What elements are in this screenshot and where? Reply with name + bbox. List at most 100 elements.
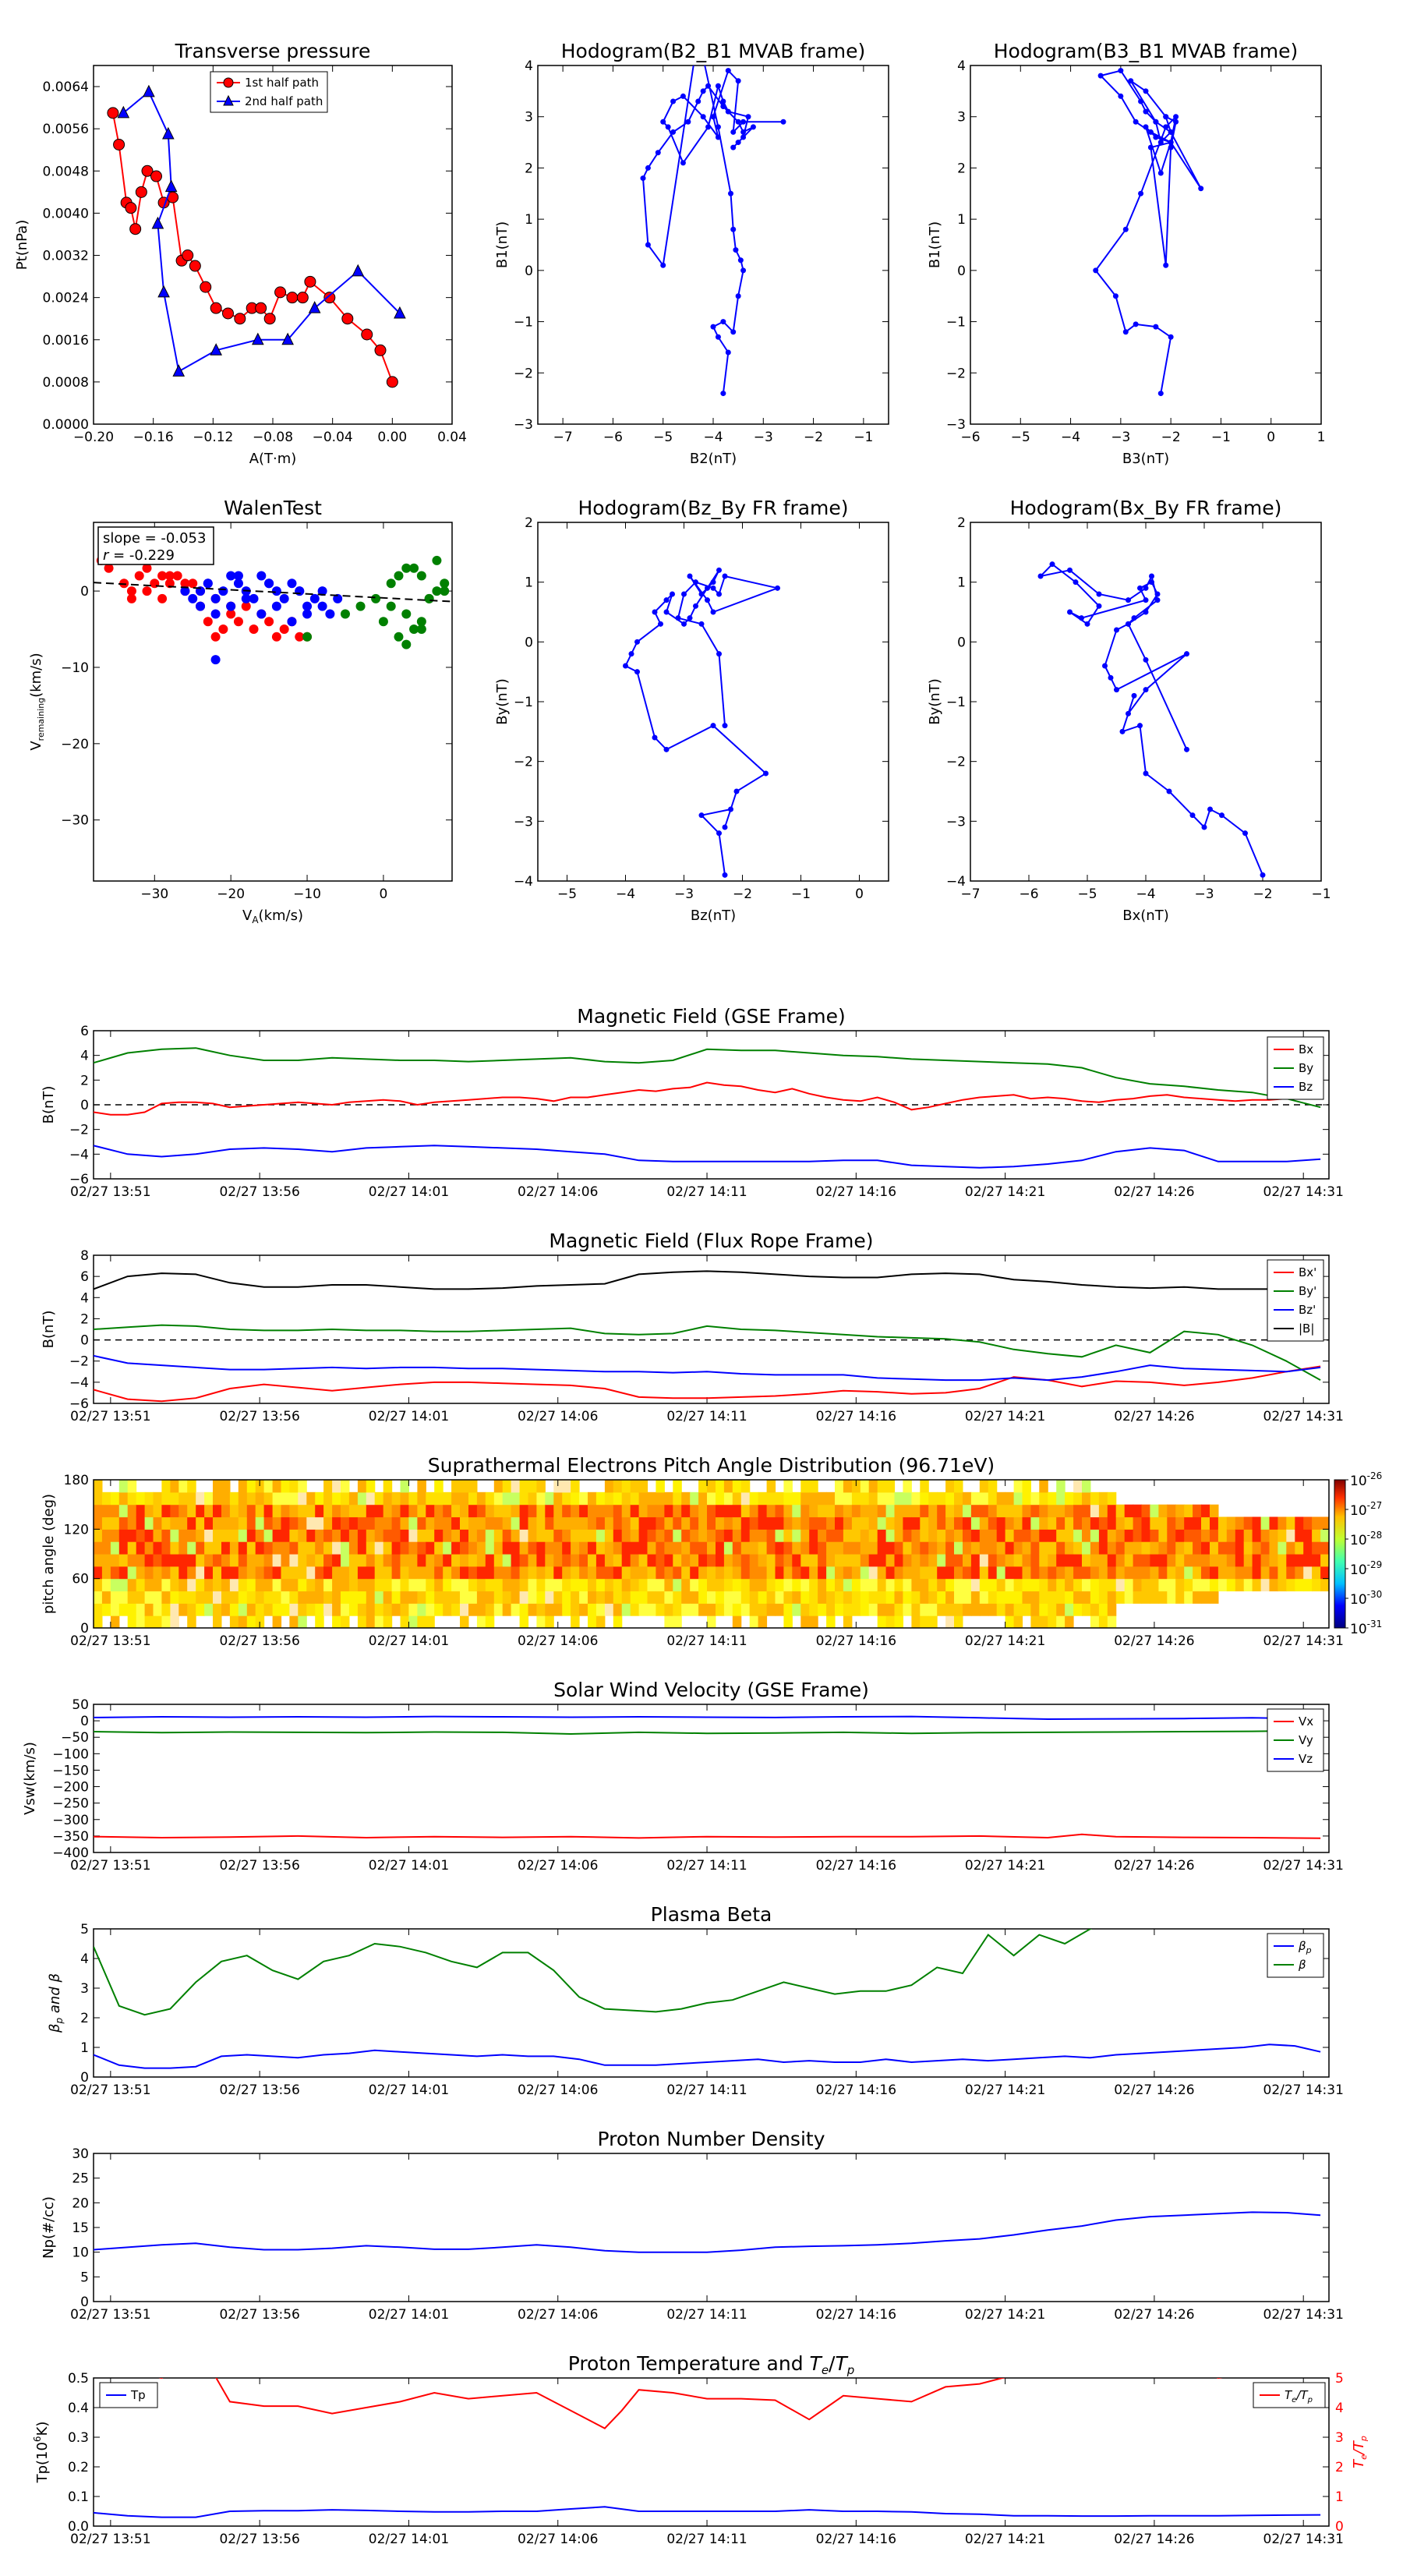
pad-heatmap-cell (1022, 1554, 1031, 1567)
pad-heatmap-cell (1150, 1516, 1159, 1530)
pad-heatmap-cell (1005, 1516, 1015, 1530)
pad-heatmap-cell (1098, 1516, 1108, 1530)
mf-series-line-2 (94, 1145, 1321, 1169)
pt-point (281, 332, 294, 345)
pad-heatmap-cell (1082, 1529, 1091, 1542)
pt-point (113, 138, 125, 150)
pad-heatmap-cell (204, 1591, 214, 1604)
wt-xtick-label: 0 (380, 886, 388, 902)
pt-ytick-label: 0.0064 (43, 80, 89, 95)
pad-heatmap-cell (681, 1504, 691, 1518)
pad-heatmap-cell (408, 1504, 418, 1518)
pt-point (143, 84, 155, 97)
mf-series-line-0 (94, 1081, 1321, 1116)
pad-heatmap-cell (1022, 1491, 1031, 1506)
h1-point (737, 257, 744, 264)
pad-heatmap-cell (673, 1591, 682, 1604)
h4-point (1126, 597, 1131, 603)
pad-heatmap-cell (357, 1516, 367, 1530)
pad-heatmap-cell (937, 1529, 946, 1542)
pad-heatmap-cell (792, 1504, 801, 1518)
pad-heatmap-cell (1252, 1578, 1262, 1592)
h2-point (1168, 144, 1174, 150)
pad-heatmap-cell (963, 1603, 972, 1616)
h2-title: Hodogram(B3_B1 MVAB frame) (994, 40, 1299, 62)
h3-xtick-label: −2 (733, 886, 752, 902)
pad-heatmap-cell (945, 1603, 955, 1616)
pt-point (252, 332, 264, 345)
pad-heatmap-cell (400, 1615, 409, 1628)
pad-heatmap-cell (493, 1578, 504, 1592)
pad-heatmap-cell (1048, 1603, 1057, 1616)
pad-heatmap-cell (545, 1615, 554, 1628)
pad-heatmap-cell (485, 1541, 495, 1555)
pad-heatmap-cell (630, 1529, 640, 1542)
pt-point (323, 292, 336, 304)
pad-heatmap-cell (1005, 1615, 1015, 1628)
pad-heatmap-cell (1090, 1491, 1100, 1506)
pad-heatmap-cell (348, 1516, 359, 1530)
pt-xtick-label: −0.16 (133, 430, 174, 445)
pad-heatmap-cell (826, 1529, 836, 1542)
pad-heatmap-cell (1022, 1603, 1031, 1616)
pad-heatmap-cell (341, 1591, 350, 1604)
pad-heatmap-cell (1022, 1566, 1031, 1580)
pad-heatmap-cell (289, 1529, 299, 1542)
h2-xtick-label: −5 (1011, 430, 1030, 445)
pad-heatmap-cell (783, 1591, 793, 1604)
pad-heatmap-cell (553, 1504, 563, 1518)
pad-heatmap-cell (894, 1578, 903, 1592)
h3-point (716, 651, 722, 657)
h4-point (1067, 609, 1073, 615)
wt-point (157, 593, 168, 603)
pad-heatmap-cell (118, 1516, 129, 1530)
h2-point (1163, 124, 1169, 130)
pad-heatmap-cell (187, 1566, 196, 1580)
pad-heatmap-cell (476, 1566, 486, 1580)
pad-heatmap-cell (630, 1491, 640, 1506)
pad-heatmap-cell (374, 1529, 384, 1542)
pad-heatmap-cell (716, 1480, 725, 1493)
wt-xtick-label: −20 (217, 886, 245, 902)
pad-heatmap-cell (630, 1566, 640, 1580)
pad-heatmap-cell (1217, 1578, 1228, 1592)
pt-point (296, 292, 309, 304)
h3-point (663, 609, 670, 615)
pad-heatmap-cell (749, 1554, 759, 1567)
pad-heatmap-cell (1286, 1529, 1295, 1542)
pad-heatmap-cell (1133, 1504, 1143, 1518)
pad-heatmap-cell (843, 1504, 853, 1518)
h1-point (728, 190, 733, 196)
pad-heatmap-cell (1048, 1566, 1057, 1580)
pad-heatmap-cell (979, 1591, 989, 1604)
pad-heatmap-cell (341, 1491, 350, 1506)
pad-heatmap-cell (263, 1578, 274, 1592)
pad-heatmap-cell (928, 1491, 938, 1506)
pad-heatmap-cell (238, 1603, 248, 1616)
pad-heatmap-cell (877, 1615, 887, 1628)
pad-heatmap-cell (536, 1554, 546, 1567)
pad-heatmap-cell (545, 1603, 554, 1616)
pad-heatmap-cell (417, 1480, 426, 1493)
pad-heatmap-cell (800, 1504, 810, 1518)
pad-heatmap-cell (101, 1504, 111, 1518)
pad-heatmap-cell (588, 1578, 597, 1592)
pad-heatmap-cell (332, 1615, 341, 1628)
pad-heatmap-cell (1269, 1554, 1278, 1567)
pad-heatmap-cell (238, 1541, 248, 1555)
pad-heatmap-cell (690, 1566, 699, 1580)
vel-title: Solar Wind Velocity (GSE Frame) (553, 1679, 869, 1701)
pad-heatmap-cell (1115, 1578, 1126, 1592)
pad-heatmap-cell (357, 1504, 367, 1518)
pad-heatmap-cell (664, 1529, 673, 1542)
mf-xtick-label: 02/27 14:01 (369, 1184, 449, 1200)
pad-heatmap-cell (144, 1541, 154, 1555)
pad-heatmap-cell (1193, 1529, 1202, 1542)
pad-heatmap-cell (1065, 1491, 1074, 1506)
pad-heatmap-cell (536, 1578, 546, 1592)
pad-heatmap-cell (1022, 1480, 1031, 1493)
pad-heatmap-cell (118, 1554, 129, 1567)
wt-point (134, 571, 144, 581)
pad-heatmap-cell (1013, 1603, 1023, 1616)
pad-heatmap-cell (417, 1491, 426, 1506)
